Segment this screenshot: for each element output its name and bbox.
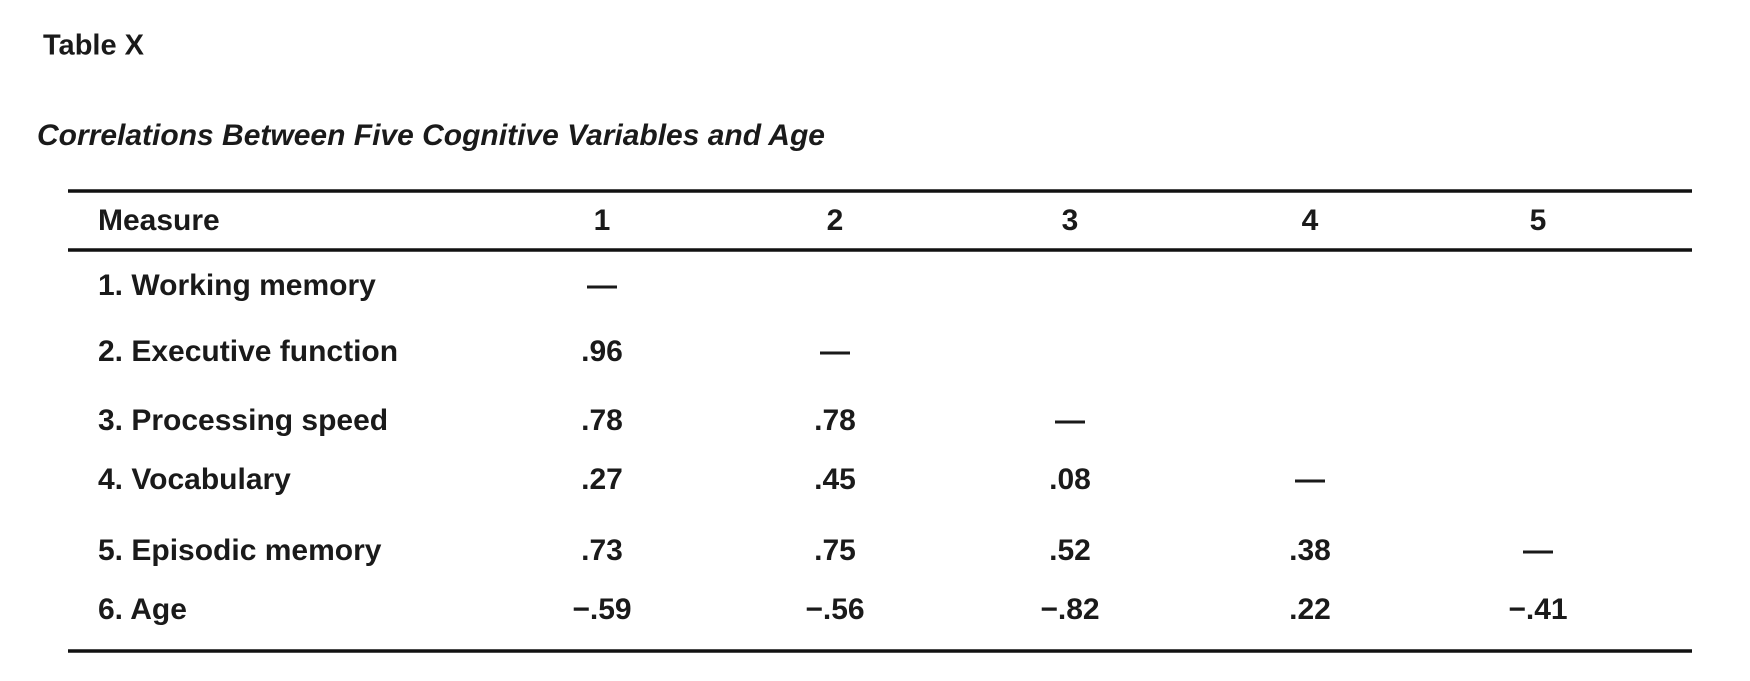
cell: .52 [1049, 534, 1091, 567]
table-title: Correlations Between Five Cognitive Vari… [37, 119, 825, 152]
table-label: Table X [43, 30, 145, 62]
cell: — [820, 335, 850, 368]
cell: .78 [581, 404, 623, 437]
column-header: 4 [1302, 204, 1319, 237]
column-header: 5 [1530, 204, 1547, 237]
cell: .22 [1289, 593, 1331, 626]
cell: −.82 [1040, 593, 1099, 626]
row-label: 4. Vocabulary [98, 463, 291, 496]
cell: .08 [1049, 463, 1091, 496]
row-label: 6. Age [98, 593, 187, 626]
cell: .73 [581, 534, 623, 567]
cell: .96 [581, 335, 623, 368]
row-label: 2. Executive function [98, 335, 398, 368]
cell: — [1295, 463, 1325, 496]
column-header: 2 [827, 204, 844, 237]
column-header: Measure [98, 204, 220, 237]
cell: .38 [1289, 534, 1331, 567]
cell: .45 [814, 463, 856, 496]
column-header: 3 [1062, 204, 1079, 237]
cell: — [1055, 404, 1085, 437]
cell: — [587, 269, 617, 302]
row-label: 5. Episodic memory [98, 534, 382, 567]
column-header: 1 [594, 204, 611, 237]
cell: .75 [814, 534, 856, 567]
cell: −.56 [805, 593, 864, 626]
cell: −.59 [572, 593, 631, 626]
row-label: 1. Working memory [98, 269, 376, 302]
cell: .27 [581, 463, 623, 496]
row-label: 3. Processing speed [98, 404, 388, 437]
cell: .78 [814, 404, 856, 437]
cell: −.41 [1508, 593, 1567, 626]
cell: — [1523, 534, 1553, 567]
